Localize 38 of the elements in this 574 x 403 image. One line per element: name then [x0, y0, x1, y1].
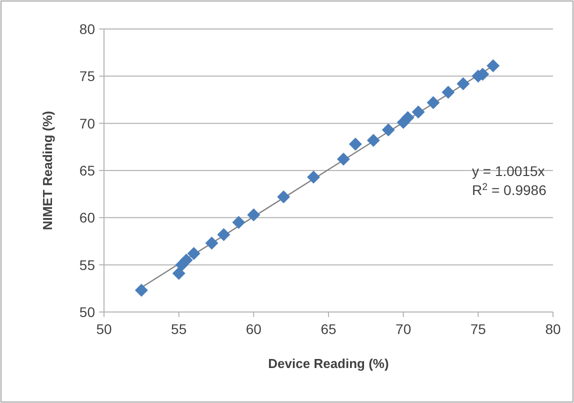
x-axis-title: Device Reading (%): [268, 356, 389, 371]
point: [307, 170, 320, 184]
y-tick-label: 70: [79, 115, 96, 132]
y-tick-label: 80: [79, 21, 96, 37]
y-axis-title: NIMET Reading (%): [40, 110, 55, 230]
point: [442, 86, 455, 99]
point: [217, 228, 230, 242]
point: [134, 284, 148, 297]
x-tick-label: 65: [320, 321, 336, 337]
point: [486, 59, 500, 72]
y-tick-label: 50: [79, 304, 96, 320]
y-tick-label: 60: [79, 210, 96, 226]
point: [456, 77, 470, 90]
point: [401, 111, 414, 124]
x-tick-label: 60: [246, 321, 262, 337]
x-tick-label: 50: [96, 321, 112, 337]
point: [348, 138, 362, 151]
point: [412, 106, 425, 119]
point: [180, 254, 193, 267]
annotation: R$^{2}$ = 0.9986: [472, 182, 547, 198]
point: [426, 96, 440, 110]
point: [382, 123, 395, 136]
x-tick-label: 70: [396, 321, 412, 337]
point: [172, 266, 186, 280]
x-tick-label: 75: [470, 321, 486, 337]
x-tick-label: 80: [545, 321, 561, 337]
point: [247, 208, 260, 222]
point: [232, 216, 246, 229]
y-tick-label: 75: [79, 68, 96, 84]
point: [336, 152, 350, 166]
y-tick-label: 65: [79, 162, 96, 178]
point: [277, 190, 290, 204]
annotation: y = 1.0015x: [472, 163, 545, 179]
x-tick-label: 55: [171, 321, 187, 337]
y-tick-label: 55: [79, 256, 96, 273]
point: [187, 247, 200, 260]
point: [205, 236, 218, 250]
point: [366, 134, 380, 147]
